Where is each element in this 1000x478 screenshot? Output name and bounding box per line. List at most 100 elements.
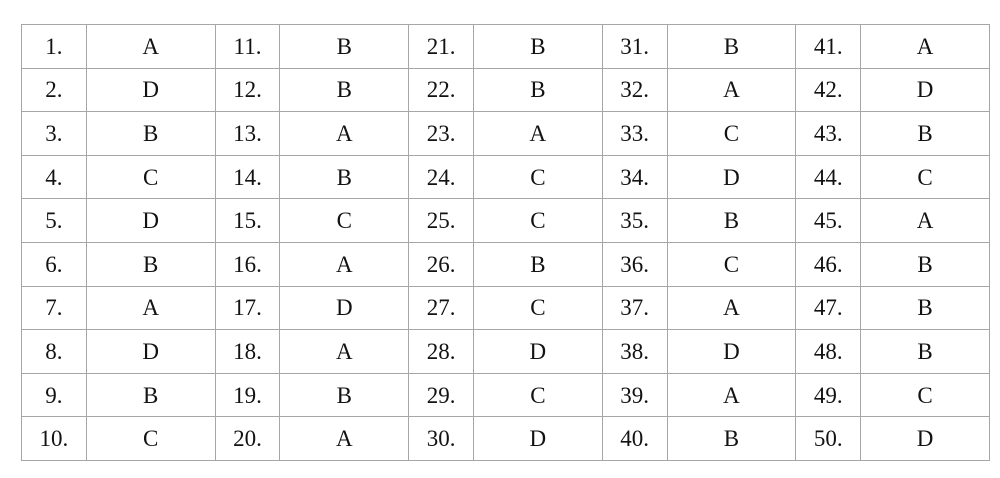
answer-letter-cell: D <box>85 67 216 113</box>
question-number-cell: 45. <box>795 198 862 243</box>
table-row: 3. B 13. A 23. A 33. C 43. B <box>21 111 990 156</box>
question-number-cell: 30. <box>408 416 474 461</box>
question-number-cell: 1. <box>21 24 87 69</box>
question-number-cell: 37. <box>601 285 668 331</box>
answer-letter-cell: B <box>85 241 216 287</box>
answer-letter-cell: A <box>85 24 216 69</box>
question-number-cell: 15. <box>214 198 281 243</box>
answer-letter-cell: C <box>473 198 603 243</box>
question-number-cell: 14. <box>214 154 281 200</box>
table-row: 2. D 12. B 22. B 32. A 42. D <box>21 67 990 113</box>
question-number-cell: 23. <box>408 111 474 156</box>
question-number-cell: 4. <box>21 154 87 200</box>
table-row: 7. A 17. D 27. C 37. A 47. B <box>21 285 990 331</box>
answer-letter-cell: D <box>85 329 216 374</box>
question-number-cell: 7. <box>21 285 87 331</box>
question-number-cell: 12. <box>214 67 281 113</box>
answer-letter-cell: C <box>473 154 603 200</box>
question-number-cell: 39. <box>601 372 668 418</box>
question-number-cell: 20. <box>214 416 281 461</box>
answer-letter-cell: B <box>666 24 797 69</box>
answer-letter-cell: C <box>860 154 990 200</box>
answer-letter-cell: A <box>279 416 410 461</box>
answer-letter-cell: B <box>85 111 216 156</box>
answer-letter-cell: B <box>279 372 410 418</box>
answer-letter-cell: A <box>473 111 603 156</box>
answer-letter-cell: A <box>279 241 410 287</box>
table-row: 8. D 18. A 28. D 38. D 48. B <box>21 329 990 374</box>
question-number-cell: 9. <box>21 372 87 418</box>
answer-letter-cell: C <box>85 416 216 461</box>
question-number-cell: 46. <box>795 241 862 287</box>
question-number-cell: 33. <box>601 111 668 156</box>
answer-letter-cell: B <box>279 154 410 200</box>
answer-letter-cell: A <box>279 329 410 374</box>
answer-letter-cell: A <box>666 67 797 113</box>
question-number-cell: 2. <box>21 67 87 113</box>
answer-letter-cell: D <box>279 285 410 331</box>
table-row: 1. A 11. B 21. B 31. B 41. A <box>21 24 990 69</box>
answer-letter-cell: B <box>860 285 990 331</box>
answer-letter-cell: C <box>666 111 797 156</box>
answer-letter-cell: D <box>860 416 990 461</box>
question-number-cell: 26. <box>408 241 474 287</box>
answer-letter-cell: D <box>860 67 990 113</box>
question-number-cell: 49. <box>795 372 862 418</box>
question-number-cell: 34. <box>601 154 668 200</box>
question-number-cell: 50. <box>795 416 862 461</box>
question-number-cell: 32. <box>601 67 668 113</box>
answer-letter-cell: A <box>860 198 990 243</box>
answer-letter-cell: C <box>473 285 603 331</box>
question-number-cell: 8. <box>21 329 87 374</box>
answer-letter-cell: C <box>85 154 216 200</box>
answer-letter-cell: D <box>666 154 797 200</box>
question-number-cell: 36. <box>601 241 668 287</box>
question-number-cell: 40. <box>601 416 668 461</box>
answer-letter-cell: B <box>473 241 603 287</box>
question-number-cell: 48. <box>795 329 862 374</box>
answer-letter-cell: B <box>860 111 990 156</box>
answer-letter-cell: B <box>279 67 410 113</box>
question-number-cell: 5. <box>21 198 87 243</box>
answer-key-table: 1. A 11. B 21. B 31. B 41. A 2. D 12. B 22. B 32. A 42. D 3.… <box>21 24 990 461</box>
answer-letter-cell: D <box>473 329 603 374</box>
question-number-cell: 35. <box>601 198 668 243</box>
question-number-cell: 10. <box>21 416 87 461</box>
question-number-cell: 19. <box>214 372 281 418</box>
question-number-cell: 38. <box>601 329 668 374</box>
question-number-cell: 22. <box>408 67 474 113</box>
answer-letter-cell: B <box>860 241 990 287</box>
question-number-cell: 6. <box>21 241 87 287</box>
answer-letter-cell: C <box>666 241 797 287</box>
question-number-cell: 27. <box>408 285 474 331</box>
question-number-cell: 3. <box>21 111 87 156</box>
question-number-cell: 21. <box>408 24 474 69</box>
question-number-cell: 17. <box>214 285 281 331</box>
question-number-cell: 11. <box>214 24 281 69</box>
answer-letter-cell: A <box>279 111 410 156</box>
answer-letter-cell: A <box>666 285 797 331</box>
answer-letter-cell: C <box>860 372 990 418</box>
answer-letter-cell: A <box>85 285 216 331</box>
answer-letter-cell: C <box>473 372 603 418</box>
question-number-cell: 42. <box>795 67 862 113</box>
question-number-cell: 24. <box>408 154 474 200</box>
question-number-cell: 13. <box>214 111 281 156</box>
answer-letter-cell: B <box>666 416 797 461</box>
table-row: 5. D 15. C 25. C 35. B 45. A <box>21 198 990 243</box>
question-number-cell: 16. <box>214 241 281 287</box>
question-number-cell: 31. <box>601 24 668 69</box>
answer-letter-cell: D <box>473 416 603 461</box>
question-number-cell: 28. <box>408 329 474 374</box>
answer-letter-cell: B <box>279 24 410 69</box>
answer-letter-cell: D <box>85 198 216 243</box>
answer-letter-cell: B <box>860 329 990 374</box>
table-row: 6. B 16. A 26. B 36. C 46. B <box>21 241 990 287</box>
table-row: 4. C 14. B 24. C 34. D 44. C <box>21 154 990 200</box>
answer-letter-cell: B <box>473 67 603 113</box>
answer-letter-cell: A <box>860 24 990 69</box>
table-row: 9. B 19. B 29. C 39. A 49. C <box>21 372 990 418</box>
question-number-cell: 18. <box>214 329 281 374</box>
answer-key-body: 1. A 11. B 21. B 31. B 41. A 2. D 12. B 22. B 32. A 42. D 3.… <box>21 24 990 461</box>
